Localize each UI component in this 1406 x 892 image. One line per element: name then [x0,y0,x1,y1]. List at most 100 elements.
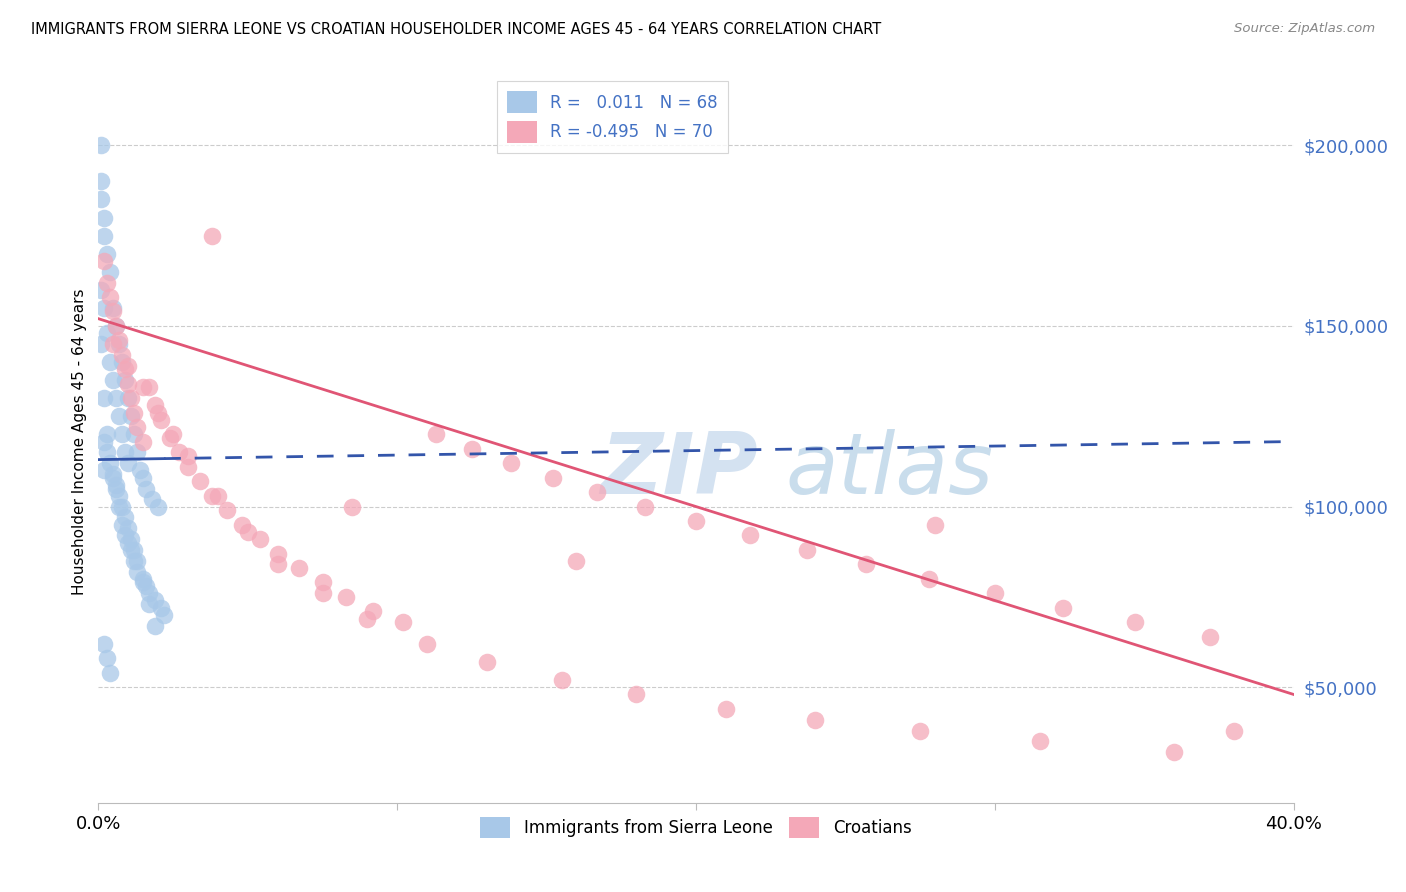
Point [93,211,115,225]
Point [108,337,131,351]
Point [416,637,439,651]
Text: atlas: atlas [786,429,994,512]
Point [117,521,139,535]
Point [287,561,309,575]
Point [132,380,155,394]
Point [207,489,229,503]
Point [127,445,149,459]
Point [127,420,149,434]
Legend: Immigrants from Sierra Leone, Croatians: Immigrants from Sierra Leone, Croatians [474,810,918,845]
Point [93,434,115,449]
Point [96,427,118,442]
Point [586,485,609,500]
Point [138,597,160,611]
Point [461,442,484,456]
Point [796,542,818,557]
Point [93,228,115,243]
Point [132,470,155,484]
Point [1163,745,1185,759]
Point [201,228,224,243]
Point [363,604,385,618]
Point [1123,615,1146,630]
Point [98,265,122,279]
Point [120,532,142,546]
Point [267,558,290,572]
Point [93,253,115,268]
Point [1199,630,1222,644]
Point [141,492,163,507]
Point [311,575,333,590]
Point [267,547,290,561]
Point [96,651,118,665]
Point [114,445,136,459]
Point [167,445,190,459]
Point [685,514,707,528]
Point [738,528,761,542]
Text: ZIP: ZIP [600,429,758,512]
Point [132,575,155,590]
Point [105,318,128,333]
Point [1052,600,1074,615]
Point [150,413,173,427]
Point [356,611,378,625]
Point [111,348,134,362]
Point [249,532,271,546]
Point [105,318,128,333]
Point [90,174,112,188]
Point [236,524,259,539]
Point [918,572,941,586]
Point [117,535,139,549]
Point [111,500,134,514]
Point [90,337,112,351]
Point [111,427,134,442]
Point [804,713,827,727]
Point [541,470,564,484]
Point [124,406,146,420]
Point [117,391,139,405]
Point [475,655,498,669]
Point [201,489,224,503]
Point [98,456,122,470]
Point [626,687,648,701]
Point [177,459,200,474]
Point [714,702,737,716]
Point [105,478,128,492]
Point [1223,723,1246,738]
Point [103,337,125,351]
Point [132,572,155,586]
Point [138,380,160,394]
Point [105,391,128,405]
Point [98,355,122,369]
Point [117,376,139,391]
Point [124,427,146,442]
Point [924,517,946,532]
Point [93,301,115,315]
Point [153,607,176,622]
Point [117,359,139,373]
Point [342,500,364,514]
Point [93,463,115,477]
Point [114,362,136,376]
Point [124,554,146,568]
Point [124,542,146,557]
Point [93,637,115,651]
Point [335,590,357,604]
Point [1028,734,1050,748]
Point [96,445,118,459]
Point [120,391,142,405]
Y-axis label: Householder Income Ages 45 - 64 years: Householder Income Ages 45 - 64 years [72,288,87,595]
Point [120,409,142,424]
Point [127,554,149,568]
Point [143,398,166,412]
Text: IMMIGRANTS FROM SIERRA LEONE VS CROATIAN HOUSEHOLDER INCOME AGES 45 - 64 YEARS C: IMMIGRANTS FROM SIERRA LEONE VS CROATIAN… [31,22,882,37]
Point [215,503,238,517]
Point [120,542,142,557]
Point [98,665,122,680]
Point [111,517,134,532]
Point [150,600,173,615]
Point [135,482,157,496]
Point [90,138,112,153]
Point [425,427,447,442]
Point [90,283,112,297]
Point [114,373,136,387]
